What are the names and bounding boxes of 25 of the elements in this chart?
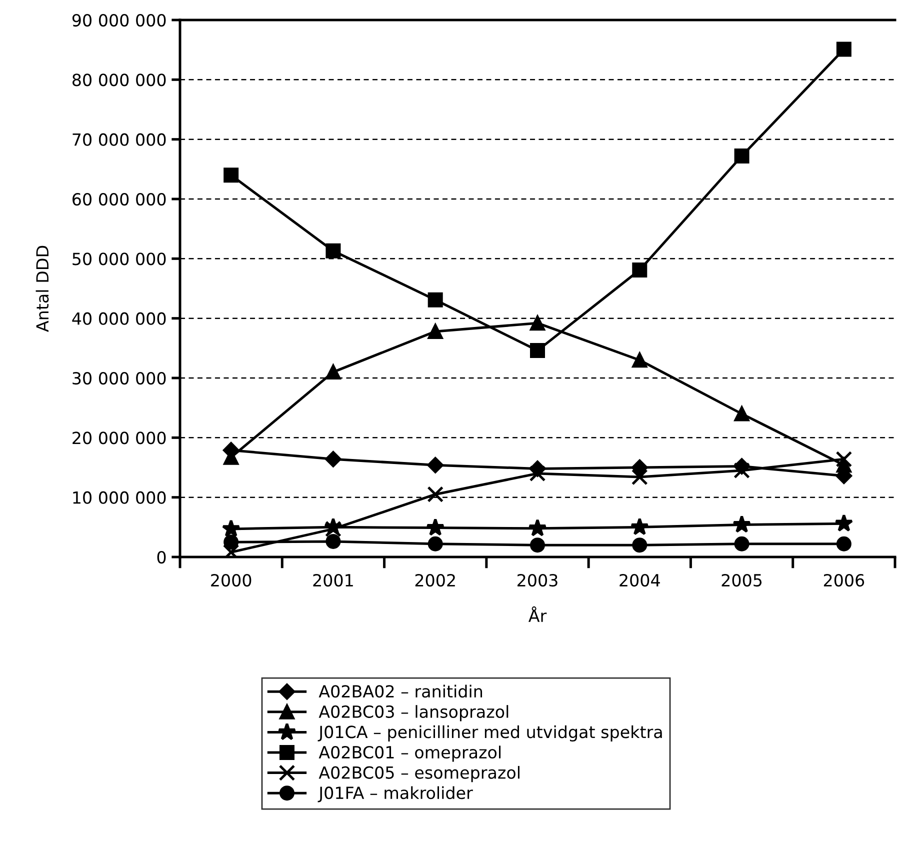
x-tick-label: 2000 (211, 574, 252, 587)
x-tick-label: 2003 (518, 574, 558, 587)
legend-label: A02BC05 – esomeprazol (318, 766, 520, 782)
legend-label: J01FA – makrolider (318, 786, 473, 802)
y-tick-label: 30 000 000 (72, 372, 166, 385)
y-tick-label: 10 000 000 (73, 491, 166, 504)
legend-label: A02BC01 – omeprazol (318, 746, 501, 762)
x-axis-title: År (528, 606, 547, 622)
x-tick-label: 2002 (415, 574, 455, 587)
x-tick-label: 2006 (824, 574, 864, 587)
legend-label: A02BA02 – ranitidin (318, 684, 482, 698)
x-tick-label: 2004 (620, 574, 660, 587)
legend-label: A02BC03 – lansoprazol (318, 705, 508, 722)
y-axis-title: Antal DDD (36, 246, 49, 332)
x-tick-label: 2001 (313, 574, 353, 587)
y-tick-label: 20 000 000 (72, 432, 166, 444)
y-tick-label: 40 000 000 (72, 312, 166, 325)
y-tick-label: 0 (157, 550, 166, 564)
y-tick-label: 90 000 000 (72, 14, 166, 27)
x-tick-label: 2005 (722, 574, 762, 587)
y-tick-label: 80 000 000 (72, 74, 166, 86)
legend-label: J01CA – penicilliner med utvidgat spektra (318, 725, 662, 742)
y-tick-label: 50 000 000 (72, 252, 166, 266)
y-tick-label: 60 000 000 (72, 192, 166, 206)
y-tick-label: 70 000 000 (72, 133, 166, 146)
